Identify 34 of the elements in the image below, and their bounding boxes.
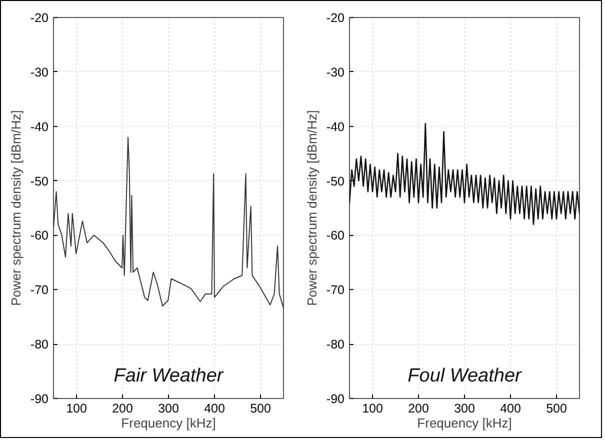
y-tick-label: -20 [30, 11, 49, 25]
y-tick-label: -60 [326, 228, 345, 243]
line-series [54, 136, 284, 309]
x-tick-label: 500 [546, 402, 567, 416]
y-tick-label: -60 [30, 228, 49, 243]
y-tick-label: -80 [30, 338, 49, 352]
x-axis-title: Frequency [kHz] [121, 416, 216, 430]
x-tick-label: 400 [204, 402, 225, 416]
x-axis-title: Frequency [kHz] [417, 416, 512, 430]
y-tick-label: -30 [326, 65, 345, 80]
x-tick-label: 500 [250, 402, 271, 416]
y-tick-label: -90 [326, 392, 345, 406]
x-tick-label: 100 [362, 402, 383, 416]
y-axis-title: Power spectrum density [dBm/Hz] [304, 110, 320, 306]
annotation: Fair Weather [114, 366, 224, 386]
x-tick-label: 200 [112, 402, 133, 416]
y-tick-label: -70 [326, 283, 345, 298]
y-tick-label: -70 [30, 283, 49, 298]
y-tick-label: -50 [30, 174, 49, 188]
y-tick-label: -30 [30, 65, 49, 80]
y-tick-label: -40 [30, 120, 49, 134]
x-tick-label: 300 [454, 402, 475, 416]
x-tick-label: 400 [500, 402, 521, 416]
y-tick-label: -50 [326, 174, 345, 188]
x-tick-label: 100 [66, 402, 87, 416]
y-tick-label: -90 [30, 392, 49, 406]
line-series [350, 122, 580, 225]
y-tick-label: -80 [326, 338, 345, 352]
y-tick-label: -40 [326, 120, 345, 134]
y-axis-title: Power spectrum density [dBm/Hz] [8, 110, 24, 306]
x-tick-label: 300 [158, 402, 179, 416]
annotation: Foul Weather [408, 366, 522, 386]
x-tick-label: 200 [408, 402, 429, 416]
y-tick-label: -20 [326, 11, 345, 25]
